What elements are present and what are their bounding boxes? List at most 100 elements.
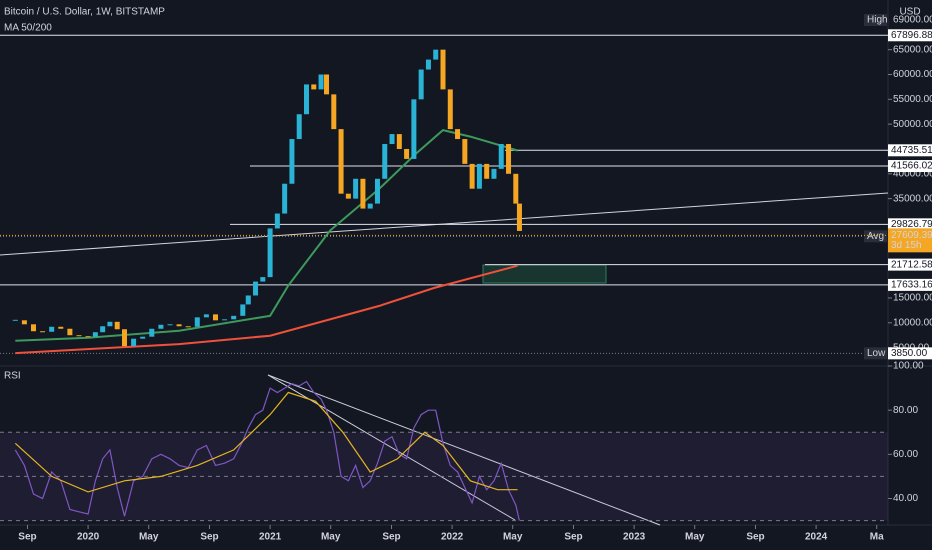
candle — [176, 324, 182, 327]
candle — [411, 99, 417, 159]
y-tick-label: 50000.00 — [893, 119, 932, 130]
candle — [338, 129, 344, 194]
avg-tag-box — [864, 230, 887, 243]
candle — [240, 304, 246, 316]
candle — [506, 144, 512, 174]
candle — [360, 178, 366, 209]
level-label-box — [888, 29, 932, 42]
rsi-tick-label: 40.00 — [893, 493, 918, 504]
candle — [289, 139, 295, 184]
last-price-label: 27609.39 — [891, 230, 932, 241]
last-price-box — [888, 228, 932, 253]
y-tick-label: 65000.00 — [893, 44, 932, 55]
rsi-ma-line — [14, 391, 518, 493]
candle — [158, 324, 164, 329]
candle — [21, 320, 27, 325]
x-tick-label: Sep — [200, 532, 218, 543]
candle — [324, 74, 330, 95]
x-tick-label: 2020 — [77, 532, 100, 543]
candle — [131, 338, 137, 347]
candle — [260, 277, 266, 282]
candle — [140, 336, 146, 339]
high-label: 69000.00 — [893, 15, 932, 26]
x-tick-label: May — [685, 532, 705, 543]
x-tick-label: 2023 — [623, 532, 646, 543]
candle — [331, 94, 337, 130]
level-label: 29826.79 — [891, 219, 932, 230]
currency: USD — [899, 7, 920, 18]
candle — [114, 321, 120, 330]
candle — [194, 317, 200, 327]
candle — [222, 319, 228, 321]
low-tag: Low — [867, 348, 886, 359]
y-tick-label: 10000.00 — [893, 317, 932, 328]
candle — [245, 295, 251, 305]
low-tag-box — [864, 347, 887, 360]
candle — [462, 139, 468, 164]
candle — [76, 335, 82, 337]
candle — [212, 314, 218, 321]
x-tick-label: 2024 — [805, 532, 828, 543]
high-tag: High — [867, 15, 888, 26]
zone-box — [482, 264, 607, 284]
x-tick-label: May — [503, 532, 523, 543]
level-label-box — [888, 278, 932, 291]
level-label: 21712.58 — [891, 259, 932, 270]
candle — [100, 326, 106, 333]
candle — [40, 331, 46, 333]
low-label: 3850.00 — [891, 348, 928, 359]
candle — [353, 178, 359, 199]
y-tick-label: 40000.00 — [893, 168, 932, 179]
level-label: 44735.51 — [891, 145, 932, 156]
candle — [185, 326, 191, 328]
candle — [203, 314, 209, 318]
x-tick-label: May — [139, 532, 159, 543]
candle — [396, 134, 402, 149]
candle — [30, 324, 36, 332]
indicator-label: MA 50/200 — [4, 23, 52, 34]
candle — [274, 213, 280, 229]
level-label-box — [888, 144, 932, 157]
candle — [253, 281, 259, 296]
avg-tag: Avg — [867, 231, 884, 242]
candle — [311, 84, 317, 90]
candle — [382, 144, 388, 179]
level-label: 17633.16 — [891, 280, 932, 291]
candle — [455, 129, 461, 140]
candle — [92, 332, 98, 337]
candle — [318, 74, 324, 90]
low-label-box — [888, 347, 932, 360]
level-label: 67896.88 — [891, 30, 932, 41]
candle — [447, 89, 453, 130]
y-tick-label: 60000.00 — [893, 69, 932, 80]
candle — [476, 163, 482, 189]
rsi-trend-line — [267, 374, 661, 526]
chart-title: Bitcoin / U.S. Dollar, 1W, BITSTAMP — [4, 7, 165, 18]
y-tick-label: 15000.00 — [893, 293, 932, 304]
x-tick-label: 2022 — [441, 532, 464, 543]
x-tick-label: Sep — [18, 532, 36, 543]
y-tick-label: 55000.00 — [893, 94, 932, 105]
candle — [167, 324, 173, 326]
candle — [296, 114, 302, 140]
countdown: 3d 15h — [891, 240, 922, 251]
rsi-tick-label: 80.00 — [893, 405, 918, 416]
candle — [418, 69, 424, 100]
x-tick-label: Sep — [382, 532, 400, 543]
candle — [404, 148, 410, 159]
candle — [367, 203, 373, 209]
candle — [345, 193, 351, 199]
candle — [282, 183, 288, 214]
high-tag-box — [864, 14, 887, 26]
moving-average — [15, 129, 518, 342]
y-tick-label: 35000.00 — [893, 193, 932, 204]
candle — [67, 328, 73, 336]
rsi-tick-label: 60.00 — [893, 449, 918, 460]
candle — [121, 329, 127, 347]
candle — [231, 315, 237, 320]
candle — [469, 163, 475, 189]
level-label-box — [888, 258, 932, 271]
level-label-box — [888, 160, 932, 173]
